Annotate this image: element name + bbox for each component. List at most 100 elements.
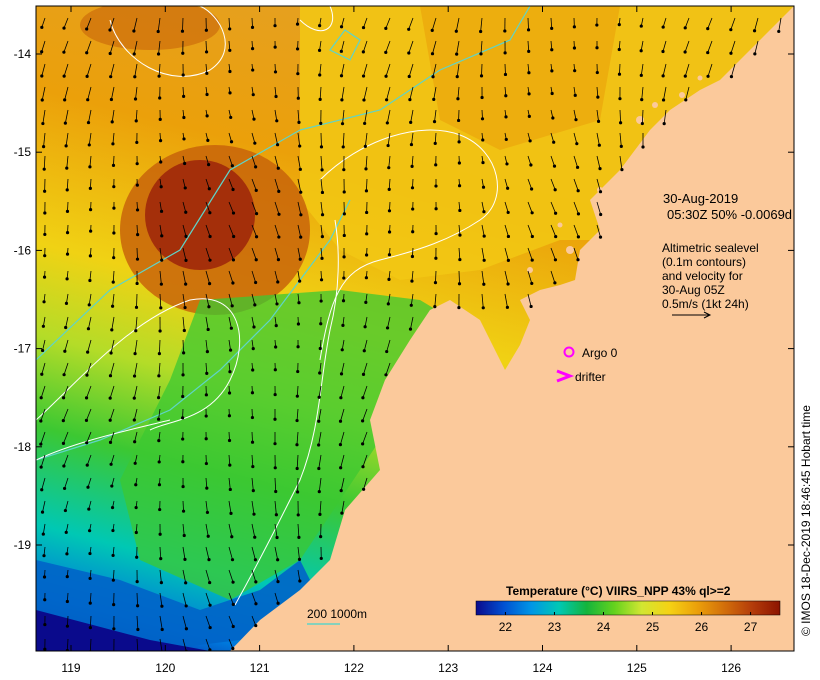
velocity-arrow: [297, 270, 301, 282]
velocity-arrow-head: [110, 304, 115, 308]
velocity-arrow: [133, 17, 138, 32]
velocity-arrow: [40, 431, 46, 445]
velocity-arrow-head: [362, 349, 366, 353]
velocity-arrow: [411, 132, 414, 145]
velocity-arrow-head: [40, 510, 45, 514]
velocity-arrow-head: [156, 417, 161, 421]
velocity-arrow-head: [62, 486, 67, 491]
velocity-arrow-head: [640, 121, 644, 126]
velocity-arrow-head: [43, 647, 47, 651]
velocity-arrow-head: [136, 627, 140, 632]
velocity-arrow-head: [183, 161, 187, 166]
velocity-arrow: [63, 431, 69, 444]
velocity-arrow: [457, 86, 460, 99]
velocity-arrow: [86, 431, 92, 443]
velocity-arrow: [182, 17, 184, 32]
velocity-arrow-head: [204, 437, 208, 441]
velocity-arrow-head: [158, 329, 162, 333]
velocity-arrow-head: [407, 51, 411, 55]
velocity-arrows: [39, 17, 782, 651]
velocity-arrow-head: [208, 603, 212, 607]
velocity-arrow-head: [64, 530, 68, 534]
velocity-arrow-head: [39, 396, 43, 400]
velocity-arrow: [362, 454, 368, 467]
velocity-arrow-head: [340, 122, 345, 126]
velocity-arrow: [136, 615, 139, 630]
velocity-arrow-head: [228, 48, 232, 52]
x-tick-label: 126: [721, 661, 741, 675]
velocity-arrow: [385, 40, 391, 53]
x-axis: 119 120 121 122 123 124 125 126: [61, 6, 741, 675]
velocity-arrow-head: [228, 370, 232, 374]
velocity-arrow: [112, 569, 115, 581]
velocity-arrow: [320, 178, 323, 193]
velocity-arrow-head: [553, 188, 557, 192]
velocity-arrow-head: [64, 144, 68, 148]
velocity-arrow-head: [135, 281, 139, 286]
velocity-arrow: [318, 408, 322, 422]
velocity-arrow-head: [111, 280, 115, 284]
velocity-arrow-head: [208, 258, 212, 262]
velocity-arrow: [432, 63, 437, 77]
velocity-arrow-head: [274, 513, 278, 517]
velocity-arrow-head: [341, 299, 346, 303]
velocity-arrow-head: [206, 534, 210, 538]
velocity-arrow-head: [111, 553, 115, 558]
velocity-arrow-head: [184, 581, 188, 585]
velocity-arrow-head: [229, 140, 234, 144]
velocity-arrow-head: [481, 138, 485, 142]
velocity-arrow: [550, 201, 556, 214]
velocity-arrow-head: [576, 212, 581, 216]
velocity-arrow: [456, 63, 460, 77]
velocity-arrow: [340, 477, 345, 491]
velocity-arrow: [109, 40, 115, 54]
velocity-arrow-head: [361, 25, 366, 30]
velocity-arrow-head: [434, 231, 438, 236]
velocity-arrow-head: [457, 140, 461, 144]
velocity-arrow-head: [274, 345, 278, 349]
velocity-arrow: [363, 362, 368, 375]
velocity-arrow: [133, 40, 138, 55]
velocity-arrow: [88, 316, 92, 329]
velocity-arrow: [481, 201, 485, 212]
velocity-arrow: [340, 454, 345, 468]
velocity-arrow-head: [229, 326, 233, 330]
velocity-arrow-head: [228, 27, 232, 31]
velocity-arrow-head: [111, 528, 115, 533]
velocity-arrow-head: [296, 322, 301, 326]
velocity-arrow: [42, 109, 46, 124]
velocity-arrow-head: [108, 28, 112, 32]
velocity-arrow-head: [250, 415, 255, 420]
velocity-arrow: [251, 155, 256, 168]
velocity-arrow-head: [385, 349, 389, 354]
velocity-arrow-head: [207, 282, 212, 286]
velocity-arrow: [41, 17, 46, 28]
velocity-arrow-head: [298, 579, 302, 583]
velocity-arrow: [319, 500, 322, 515]
velocity-arrow: [296, 408, 299, 421]
plot-frame: [35, 5, 795, 652]
velocity-arrow: [205, 638, 211, 650]
velocity-arrow-head: [432, 97, 436, 102]
velocity-arrow-head: [183, 186, 187, 190]
velocity-arrow-head: [364, 167, 368, 171]
velocity-arrow: [135, 86, 138, 100]
velocity-arrow: [63, 385, 69, 398]
velocity-arrow-head: [639, 73, 643, 77]
velocity-arrow: [251, 224, 257, 237]
velocity-arrow-head: [63, 121, 67, 125]
argo-icon: [563, 346, 575, 358]
velocity-arrow-head: [299, 235, 303, 239]
velocity-arrow-head: [273, 70, 278, 74]
velocity-arrow: [67, 615, 69, 627]
velocity-arrow-head: [320, 256, 324, 260]
velocity-arrow-head: [340, 98, 344, 102]
velocity-arrow: [297, 109, 300, 123]
velocity-arrow-head: [576, 189, 580, 193]
velocity-arrow: [388, 178, 391, 190]
sealevel-contour-5: [234, 219, 339, 606]
velocity-arrow-head: [431, 75, 435, 79]
velocity-arrow-head: [684, 98, 688, 102]
velocity-arrow: [320, 224, 323, 237]
